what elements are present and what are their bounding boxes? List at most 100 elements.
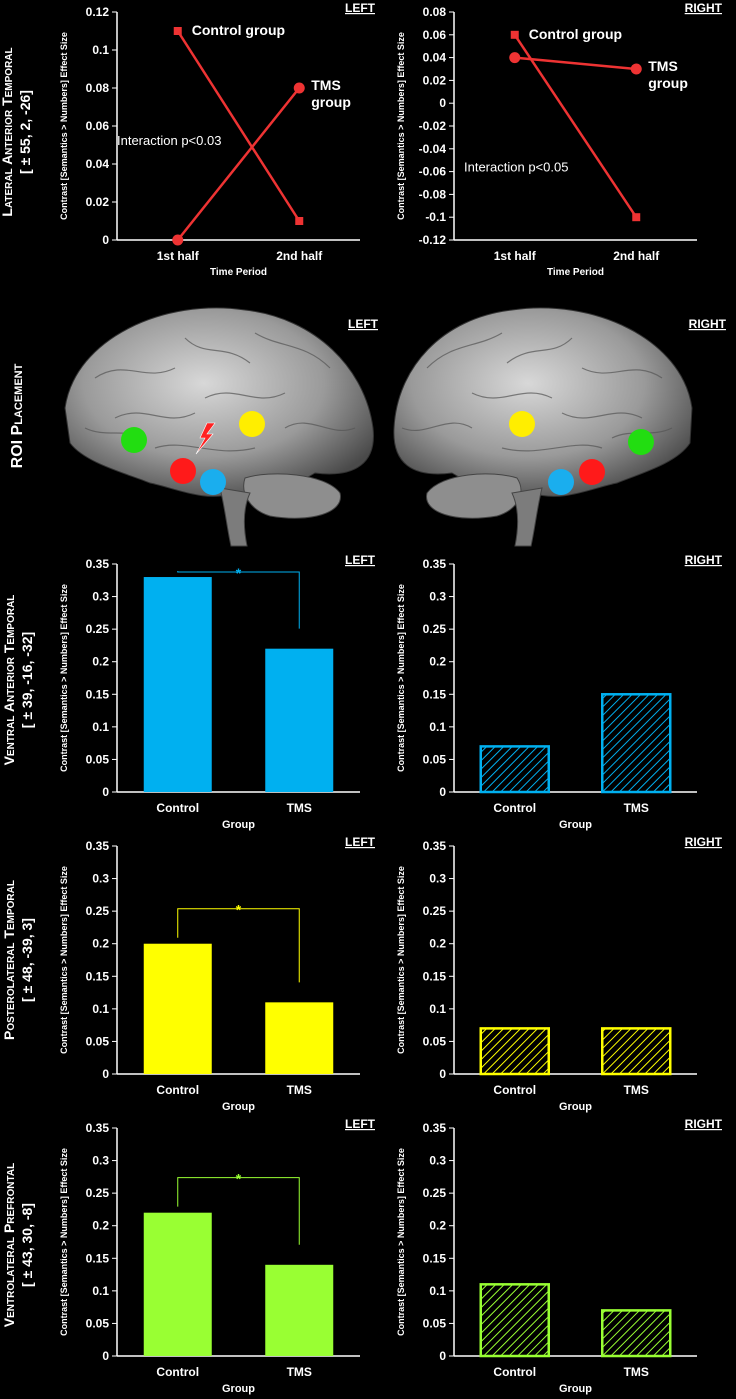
x-tick-label: Control bbox=[493, 801, 536, 815]
bar-chart-ventrolateral-left: 0 0.05 0.1 0.15 0.2 0.25 0.3 0.35 Control TMS Grou… bbox=[59, 1117, 376, 1395]
y-tick-label: 0.1 bbox=[92, 1002, 109, 1016]
x-axis-label: Time Period bbox=[547, 267, 604, 278]
row-label-line1: Ventrolateral Prefrontal bbox=[1, 1162, 17, 1328]
roi-marker-green bbox=[628, 429, 654, 455]
significance-bracket bbox=[177, 571, 300, 629]
data-point-control bbox=[295, 217, 304, 225]
data-point-control bbox=[632, 213, 641, 222]
y-axis-label: Contrast [Semantics > Numbers] Effect Si… bbox=[59, 1148, 69, 1336]
x-axis-label: Group bbox=[222, 1101, 255, 1113]
legend-tms-label-line1: TMS bbox=[311, 77, 341, 93]
y-tick-label: 0.25 bbox=[423, 904, 447, 918]
roi-marker-red bbox=[170, 458, 196, 484]
x-tick-label: TMS bbox=[287, 1083, 312, 1097]
y-tick-label: 0.25 bbox=[423, 1186, 447, 1200]
roi-marker-yellow bbox=[509, 411, 535, 437]
brain-left-hemisphere: LEFT bbox=[64, 307, 379, 547]
row-label-posterolateral-temporal: Posterolateral Temporal [ ± 48, -39, 3] bbox=[0, 845, 40, 1075]
y-tick-label: 0.05 bbox=[423, 1034, 447, 1048]
roi-marker-blue bbox=[548, 469, 574, 495]
y-tick-label: 0.1 bbox=[92, 1284, 109, 1298]
y-tick-label: 0 bbox=[102, 1067, 109, 1081]
legend-tms-label-line1: TMS bbox=[648, 58, 678, 74]
row-label-line1: ROI Placement bbox=[9, 363, 26, 469]
hemisphere-label: RIGHT bbox=[685, 1, 723, 15]
y-tick-label: 0.1 bbox=[429, 1284, 446, 1298]
y-tick-label: 0 bbox=[439, 1349, 446, 1363]
y-tick-label: 0.1 bbox=[429, 1002, 446, 1016]
y-tick-label: 0.15 bbox=[423, 969, 447, 983]
y-tick-label: 0.05 bbox=[86, 1316, 110, 1330]
interaction-annotation: Interaction p<0.03 bbox=[117, 133, 221, 148]
y-tick-label: 0.35 bbox=[86, 1121, 110, 1135]
brain-left-cortex bbox=[64, 307, 374, 497]
y-tick-label: 0.04 bbox=[423, 51, 447, 65]
hemisphere-label: RIGHT bbox=[685, 1117, 723, 1131]
x-tick-label: Control bbox=[493, 1083, 536, 1097]
bar-control bbox=[143, 943, 212, 1074]
significance-star: * bbox=[236, 902, 242, 918]
x-axis-label: Time Period bbox=[210, 267, 267, 278]
interaction-annotation: Interaction p<0.05 bbox=[464, 160, 568, 175]
y-tick-label: 0 bbox=[102, 785, 109, 799]
x-tick-label: Control bbox=[493, 1365, 536, 1379]
y-tick-label: 0.35 bbox=[86, 839, 110, 853]
x-axis-label: Group bbox=[559, 819, 592, 831]
y-tick-label: 0.25 bbox=[86, 1186, 110, 1200]
y-tick-label: 0.2 bbox=[92, 1219, 109, 1233]
y-axis-label: Contrast [Semantics > Numbers] Effect Si… bbox=[396, 1148, 406, 1336]
y-tick-label: 0.15 bbox=[86, 1251, 110, 1265]
bar-chart-ventral-left: 0 0.05 0.1 0.15 0.2 0.25 0.3 0.35 Control TMS Grou… bbox=[59, 553, 376, 831]
x-tick-label: 2nd half bbox=[276, 249, 323, 263]
y-tick-label: 0.3 bbox=[429, 590, 446, 604]
y-tick-label: 0 bbox=[102, 233, 109, 247]
row-label-lateral-anterior-temporal: Lateral Anterior Temporal [ ± 55, 2, -26… bbox=[0, 27, 38, 237]
brain-left-cerebellum bbox=[243, 473, 341, 519]
series-line-tms bbox=[176, 87, 301, 241]
bar-tms bbox=[265, 1002, 334, 1074]
significance-star: * bbox=[236, 565, 242, 581]
brain-right-cortex bbox=[393, 307, 693, 497]
roi-marker-green bbox=[121, 427, 147, 453]
x-axis-label: Group bbox=[222, 1383, 255, 1395]
data-point-tms bbox=[509, 52, 521, 64]
y-tick-label: -0.1 bbox=[425, 210, 446, 224]
y-tick-label: 0.3 bbox=[92, 1154, 109, 1168]
x-tick-label: Control bbox=[156, 1365, 199, 1379]
y-tick-label: 0.2 bbox=[429, 937, 446, 951]
bar-chart-ventrolateral-right: 0 0.05 0.1 0.15 0.2 0.25 0.3 0.35 Control TMS Grou… bbox=[396, 1117, 723, 1395]
x-tick-label: TMS bbox=[624, 801, 649, 815]
data-point-tms bbox=[630, 63, 642, 75]
legend-tms-label-line2: group bbox=[311, 94, 351, 110]
x-tick-label: 1st half bbox=[494, 249, 537, 263]
y-tick-label: 0.04 bbox=[86, 157, 110, 171]
legend-control-label: Control group bbox=[192, 22, 285, 38]
row-label-line2: [ ± 39, -16, -32] bbox=[19, 631, 35, 729]
y-tick-label: 0.05 bbox=[423, 752, 447, 766]
y-tick-label: -0.12 bbox=[419, 233, 447, 247]
y-tick-label: 0.08 bbox=[423, 5, 447, 19]
data-point-control bbox=[510, 30, 519, 39]
row-label-line2: [ ± 55, 2, -26] bbox=[17, 90, 33, 174]
y-tick-label: 0 bbox=[102, 1349, 109, 1363]
x-tick-label: TMS bbox=[624, 1365, 649, 1379]
y-tick-label: 0.2 bbox=[92, 937, 109, 951]
bar-tms bbox=[265, 648, 334, 792]
row-label-line2: [ ± 43, 30, -8] bbox=[19, 1203, 35, 1287]
x-tick-label: Control bbox=[156, 801, 199, 815]
y-tick-label: 0.1 bbox=[429, 720, 446, 734]
y-axis-label: Contrast [Semantics > Numbers] Effect Si… bbox=[396, 32, 406, 220]
y-tick-label: 0.05 bbox=[86, 752, 110, 766]
roi-marker-yellow bbox=[239, 411, 265, 437]
bar-chart-posterolateral-left: 0 0.05 0.1 0.15 0.2 0.25 0.3 0.35 Control TMS Grou… bbox=[59, 835, 376, 1113]
y-tick-label: 0.3 bbox=[92, 872, 109, 886]
y-tick-label: 0.1 bbox=[92, 43, 109, 57]
line-chart-left: 0 0.02 0.04 0.06 0.08 0.1 0.12 1st half 2nd half… bbox=[59, 1, 376, 278]
y-tick-label: 0.1 bbox=[92, 720, 109, 734]
hemisphere-label: RIGHT bbox=[685, 835, 723, 849]
hemisphere-label: LEFT bbox=[345, 1117, 376, 1131]
bar-chart-ventral-right: 0 0.05 0.1 0.15 0.2 0.25 0.3 0.35 Control TMS Grou… bbox=[396, 553, 723, 831]
roi-left-label: LEFT bbox=[348, 317, 379, 331]
y-tick-label: 0.15 bbox=[86, 687, 110, 701]
legend-tms-label-line2: group bbox=[648, 75, 688, 91]
